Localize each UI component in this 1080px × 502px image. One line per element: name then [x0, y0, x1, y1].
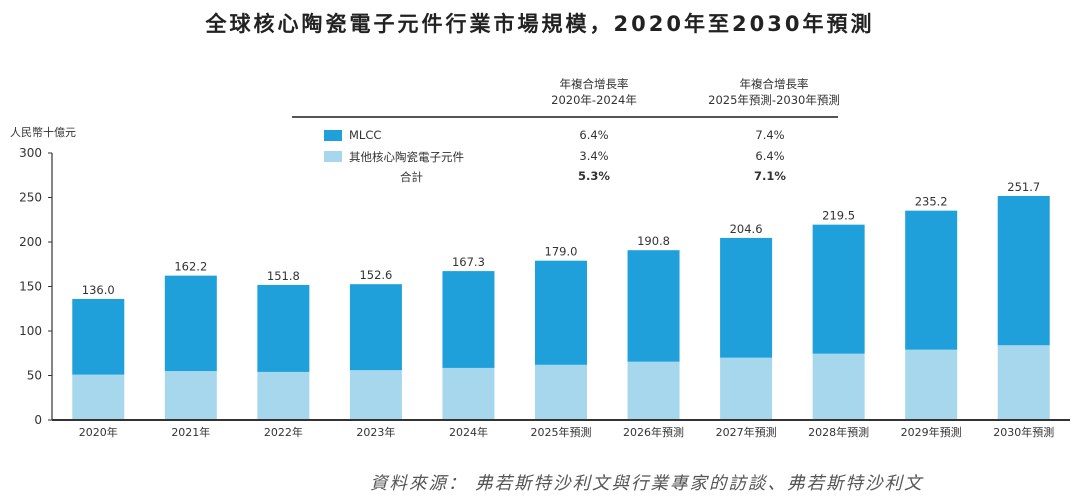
cagr-other-forecast: 6.4%: [755, 149, 785, 163]
bar-total-label: 167.3: [452, 255, 485, 269]
y-tick-label: 250: [19, 191, 42, 205]
cagr-header-forecast-line1: 年複合增長率: [739, 77, 809, 91]
legend-divider: [292, 116, 838, 118]
source-note: 資料來源： 弗若斯特沙利文與行業專家的訪談、弗若斯特沙利文: [370, 474, 924, 494]
legend-swatch-mlcc: [324, 130, 342, 141]
legend-label-other: 其他核心陶瓷電子元件: [349, 150, 464, 164]
bar-total-label: 190.8: [637, 234, 670, 248]
cagr-total-historical: 5.3%: [578, 169, 610, 183]
y-tick-label: 150: [19, 280, 42, 294]
cagr-header-historical-line2: 2020年-2024年: [551, 93, 637, 107]
bar-segment-mlcc: [164, 275, 217, 372]
cagr-header-forecast-line2: 2025年預測-2030年預測: [708, 93, 840, 107]
legend-row-mlcc: MLCC 6.4% 7.4%: [292, 127, 838, 145]
x-category-label: 2021年: [171, 425, 210, 439]
x-category-label: 2028年預測: [808, 425, 869, 439]
y-tick-label: 100: [19, 324, 42, 338]
cagr-header-forecast: 年複合增長率 2025年預測-2030年預測: [684, 76, 864, 108]
y-tick-label: 50: [27, 369, 42, 383]
bar-segment-other: [72, 374, 125, 420]
bar-total-label: 136.0: [82, 283, 115, 297]
y-tick-label: 200: [19, 235, 42, 249]
cagr-mlcc-historical: 6.4%: [579, 128, 609, 142]
y-tick-label: 0: [34, 413, 42, 427]
bar-segment-mlcc: [905, 210, 958, 350]
bar-segment-other: [997, 345, 1050, 420]
x-category-label: 2020年: [79, 425, 118, 439]
x-category-label: 2025年預測: [531, 425, 592, 439]
bar-segment-other: [442, 367, 495, 420]
bar-segment-other: [164, 371, 217, 420]
legend-row-other: 其他核心陶瓷電子元件 3.4% 6.4%: [292, 148, 838, 166]
bar-segment-other: [535, 364, 587, 420]
x-category-label: 2029年預測: [901, 425, 962, 439]
x-category-label: 2023年: [356, 425, 395, 439]
bar-segment-other: [349, 370, 402, 420]
legend-swatch-other: [324, 151, 342, 162]
chart-title: 全球核心陶瓷電子元件行業市場規模，2020年至2030年預測: [205, 12, 875, 36]
bar-total-label: 219.5: [822, 209, 855, 223]
bar-segment-mlcc: [257, 284, 310, 372]
y-tick-label: 300: [19, 146, 42, 160]
bar-total-label: 151.8: [267, 269, 300, 283]
bar-total-label: 251.7: [1007, 180, 1040, 194]
bar-segment-other: [257, 371, 310, 420]
bar-segment-other: [905, 349, 958, 420]
legend-label-total: 合計: [400, 170, 423, 184]
x-category-label: 2024年: [449, 425, 488, 439]
bar-segment-mlcc: [349, 284, 402, 371]
x-category-label: 2026年預測: [623, 425, 684, 439]
cagr-total-forecast: 7.1%: [754, 169, 786, 183]
cagr-mlcc-forecast: 7.4%: [755, 128, 785, 142]
x-category-label: 2030年預測: [993, 425, 1054, 439]
y-axis-unit-label: 人民幣十億元: [10, 126, 76, 139]
cagr-other-historical: 3.4%: [579, 149, 609, 163]
bar-segment-mlcc: [72, 298, 125, 375]
bar-segment-mlcc: [535, 260, 587, 365]
bar-total-label: 162.2: [174, 260, 207, 274]
cagr-header-historical: 年複合增長率 2020年-2024年: [524, 76, 664, 108]
bar-segment-other: [627, 361, 680, 420]
stacked-bar-chart: 0 50 100 150 200 250 300 136.0 2020年 162.2 2021年 15…: [19, 146, 1070, 439]
bar-total-label: 204.6: [730, 222, 763, 236]
legend-label-mlcc: MLCC: [349, 128, 382, 142]
bar-total-label: 152.6: [359, 268, 392, 282]
cagr-header-historical-line1: 年複合增長率: [559, 77, 629, 91]
bar-segment-mlcc: [442, 271, 495, 368]
legend-row-total: 合計 5.3% 7.1%: [292, 168, 838, 186]
bar-segment-mlcc: [720, 237, 773, 358]
bar-total-label: 179.0: [545, 245, 578, 259]
x-category-label: 2022年: [264, 425, 303, 439]
bar-segment-mlcc: [812, 224, 865, 354]
bar-segment-other: [720, 357, 773, 420]
bar-segment-other: [812, 353, 865, 420]
bar-segment-mlcc: [627, 250, 680, 362]
bar-segment-mlcc: [997, 195, 1050, 346]
x-category-label: 2027年預測: [716, 425, 777, 439]
bar-total-label: 235.2: [915, 195, 948, 209]
